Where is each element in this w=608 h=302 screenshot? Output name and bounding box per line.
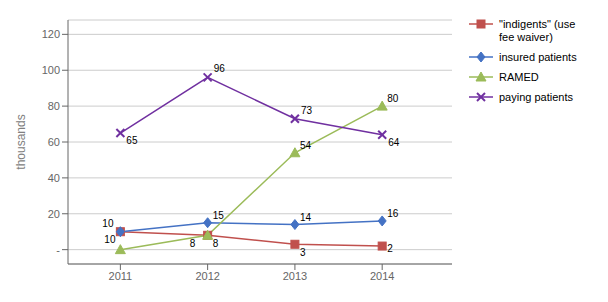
svg-text:15: 15 <box>213 210 225 221</box>
svg-text:3: 3 <box>300 247 306 258</box>
svg-text:60: 60 <box>48 136 60 148</box>
svg-text:2014: 2014 <box>370 270 394 282</box>
svg-text:14: 14 <box>300 212 312 223</box>
svg-text:8: 8 <box>190 238 196 249</box>
svg-text:96: 96 <box>214 63 226 74</box>
svg-text:10: 10 <box>102 218 114 229</box>
svg-text:10: 10 <box>104 234 116 245</box>
html-text:RAMED: RAMED <box>499 71 539 83</box>
svg-text:80: 80 <box>48 100 60 112</box>
svg-text:-: - <box>56 244 60 256</box>
svg-text:2011: 2011 <box>109 270 133 282</box>
svg-text:2: 2 <box>387 243 393 254</box>
svg-text:73: 73 <box>301 105 313 116</box>
svg-text:54: 54 <box>300 140 312 151</box>
svg-text:thousands: thousands <box>14 114 28 169</box>
html-text:"indigents" (use: "indigents" (use <box>499 18 576 30</box>
svg-text:65: 65 <box>126 135 138 146</box>
svg-text:80: 80 <box>387 93 399 104</box>
svg-text:64: 64 <box>388 137 400 148</box>
svg-text:100: 100 <box>42 64 60 76</box>
html-text:fee waiver): fee waiver) <box>499 31 553 43</box>
svg-text:16: 16 <box>387 208 399 219</box>
svg-text:20: 20 <box>48 208 60 220</box>
svg-text:2012: 2012 <box>195 270 219 282</box>
svg-text:2013: 2013 <box>283 270 307 282</box>
html-text:insured patients: insured patients <box>499 51 577 63</box>
svg-text:120: 120 <box>42 28 60 40</box>
html-text:paying patients: paying patients <box>499 91 573 103</box>
svg-text:8: 8 <box>213 238 219 249</box>
svg-text:40: 40 <box>48 172 60 184</box>
